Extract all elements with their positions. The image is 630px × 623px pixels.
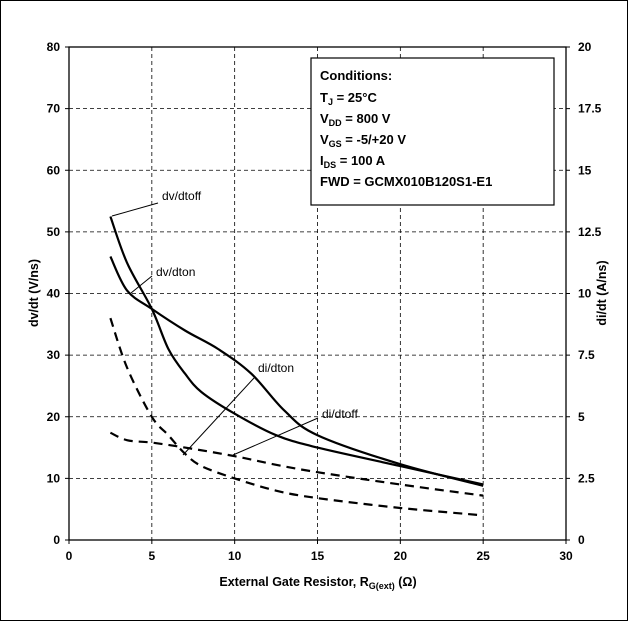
y-left-tick-label: 70 — [47, 102, 61, 116]
x-axis-ticks: 0 5 10 15 20 25 30 — [66, 540, 573, 563]
y-right-axis-ticks: 0 2.5 5 7.5 10 12.5 15 17.5 20 — [566, 40, 602, 547]
y-left-axis-title: dv/dt (V/ns) — [27, 259, 41, 327]
series-line-di-dtoff — [109, 431, 484, 497]
x-tick-label: 30 — [559, 549, 573, 563]
y-left-tick-label: 60 — [47, 163, 61, 177]
y-right-tick-label: 5 — [578, 410, 585, 424]
annotation-leader — [232, 417, 319, 456]
conditions-line: FWD = GCMX010B120S1-E1 — [320, 174, 492, 189]
y-left-tick-label: 30 — [47, 348, 61, 362]
conditions-box-border — [310, 57, 555, 206]
x-axis-title: External Gate Resistor, RG(ext) (Ω) — [219, 575, 416, 591]
y-left-tick-label: 0 — [53, 533, 60, 547]
y-right-tick-label: 12.5 — [578, 225, 602, 239]
y-left-tick-label: 80 — [47, 40, 61, 54]
series-line-dv-dtoff — [109, 216, 484, 486]
annotation-leader — [111, 202, 159, 217]
x-tick-label: 15 — [311, 549, 325, 563]
x-tick-label: 0 — [66, 549, 73, 563]
x-tick-label: 25 — [476, 549, 490, 563]
y-left-tick-label: 10 — [47, 471, 61, 485]
x-tick-label: 10 — [228, 549, 242, 563]
y-right-tick-label: 15 — [578, 163, 592, 177]
x-tick-label: 5 — [148, 549, 155, 563]
conditions-line: VGS = -5/+20 V — [320, 132, 406, 149]
annotation-label: di/dton — [258, 361, 294, 375]
annotation-label: di/dtoff — [322, 407, 358, 421]
y-right-tick-label: 17.5 — [578, 102, 602, 116]
y-right-tick-label: 0 — [578, 533, 585, 547]
conditions-line: TJ = 25°C — [320, 90, 377, 107]
y-right-tick-label: 7.5 — [578, 348, 595, 362]
annotation-label: dv/dton — [156, 265, 195, 279]
y-left-tick-label: 40 — [47, 287, 61, 301]
y-right-tick-label: 2.5 — [578, 471, 595, 485]
annotation-leader — [182, 377, 255, 456]
conditions-line: VDD = 800 V — [320, 111, 391, 128]
series-line-di-dton — [109, 317, 484, 517]
annotations: dv/dtoff dv/dton di/dton di/dtoff — [111, 189, 358, 456]
y-right-axis-title: di/dt (A/ns) — [595, 260, 609, 325]
series-group — [109, 216, 484, 517]
y-left-tick-label: 50 — [47, 225, 61, 239]
y-left-axis-ticks: 0 10 20 30 40 50 60 70 80 — [47, 40, 69, 547]
y-right-tick-label: 10 — [578, 287, 592, 301]
annotation-leader — [130, 275, 153, 294]
y-right-tick-label: 20 — [578, 40, 592, 54]
conditions-title: Conditions: — [320, 68, 392, 83]
grid — [69, 47, 566, 540]
annotation-label: dv/dtoff — [162, 189, 202, 203]
x-tick-label: 20 — [394, 549, 408, 563]
conditions-line: IDS = 100 A — [320, 153, 386, 170]
conditions-box: Conditions: TJ = 25°C VDD = 800 V VGS = -5/… — [310, 57, 555, 206]
series-line-dv-dton — [109, 256, 484, 487]
y-left-tick-label: 20 — [47, 410, 61, 424]
